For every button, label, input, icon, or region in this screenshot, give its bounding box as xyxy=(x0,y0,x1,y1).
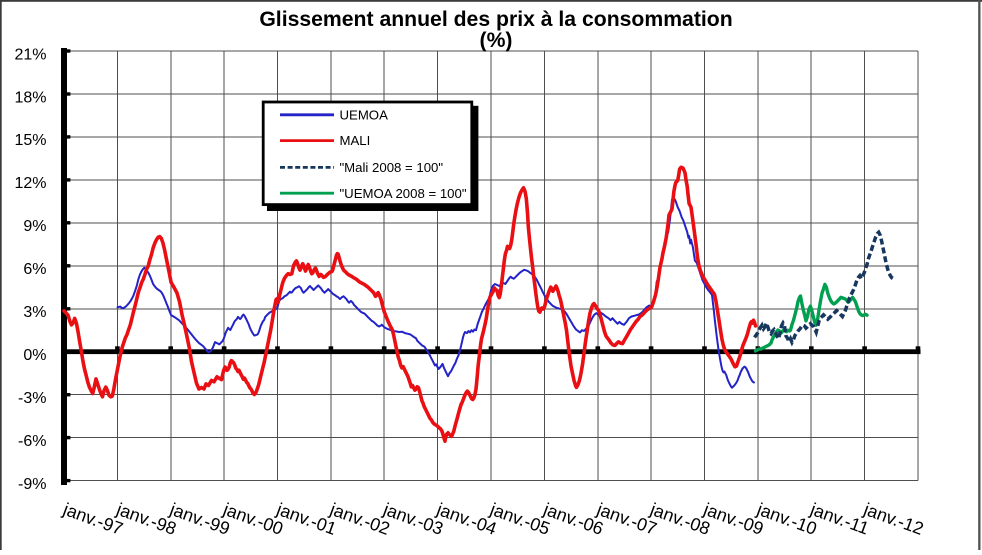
svg-text:0%: 0% xyxy=(23,347,46,364)
svg-text:21%: 21% xyxy=(14,46,46,63)
svg-text:"Mali 2008 = 100": "Mali 2008 = 100" xyxy=(340,160,444,175)
svg-text:-3%: -3% xyxy=(18,390,46,407)
svg-text:Glissement annuel des prix à l: Glissement annuel des prix à la consomma… xyxy=(259,8,732,31)
svg-text:15%: 15% xyxy=(14,132,46,149)
svg-text:UEMOA: UEMOA xyxy=(340,107,389,122)
svg-text:-9%: -9% xyxy=(18,476,46,493)
svg-text:12%: 12% xyxy=(14,175,46,192)
svg-text:6%: 6% xyxy=(23,261,46,278)
svg-text:-6%: -6% xyxy=(18,433,46,450)
svg-text:(%): (%) xyxy=(480,29,513,52)
svg-text:3%: 3% xyxy=(23,304,46,321)
svg-text:18%: 18% xyxy=(14,89,46,106)
svg-text:9%: 9% xyxy=(23,218,46,235)
svg-text:MALI: MALI xyxy=(340,133,371,148)
svg-text:"UEMOA 2008 = 100": "UEMOA 2008 = 100" xyxy=(340,186,467,201)
